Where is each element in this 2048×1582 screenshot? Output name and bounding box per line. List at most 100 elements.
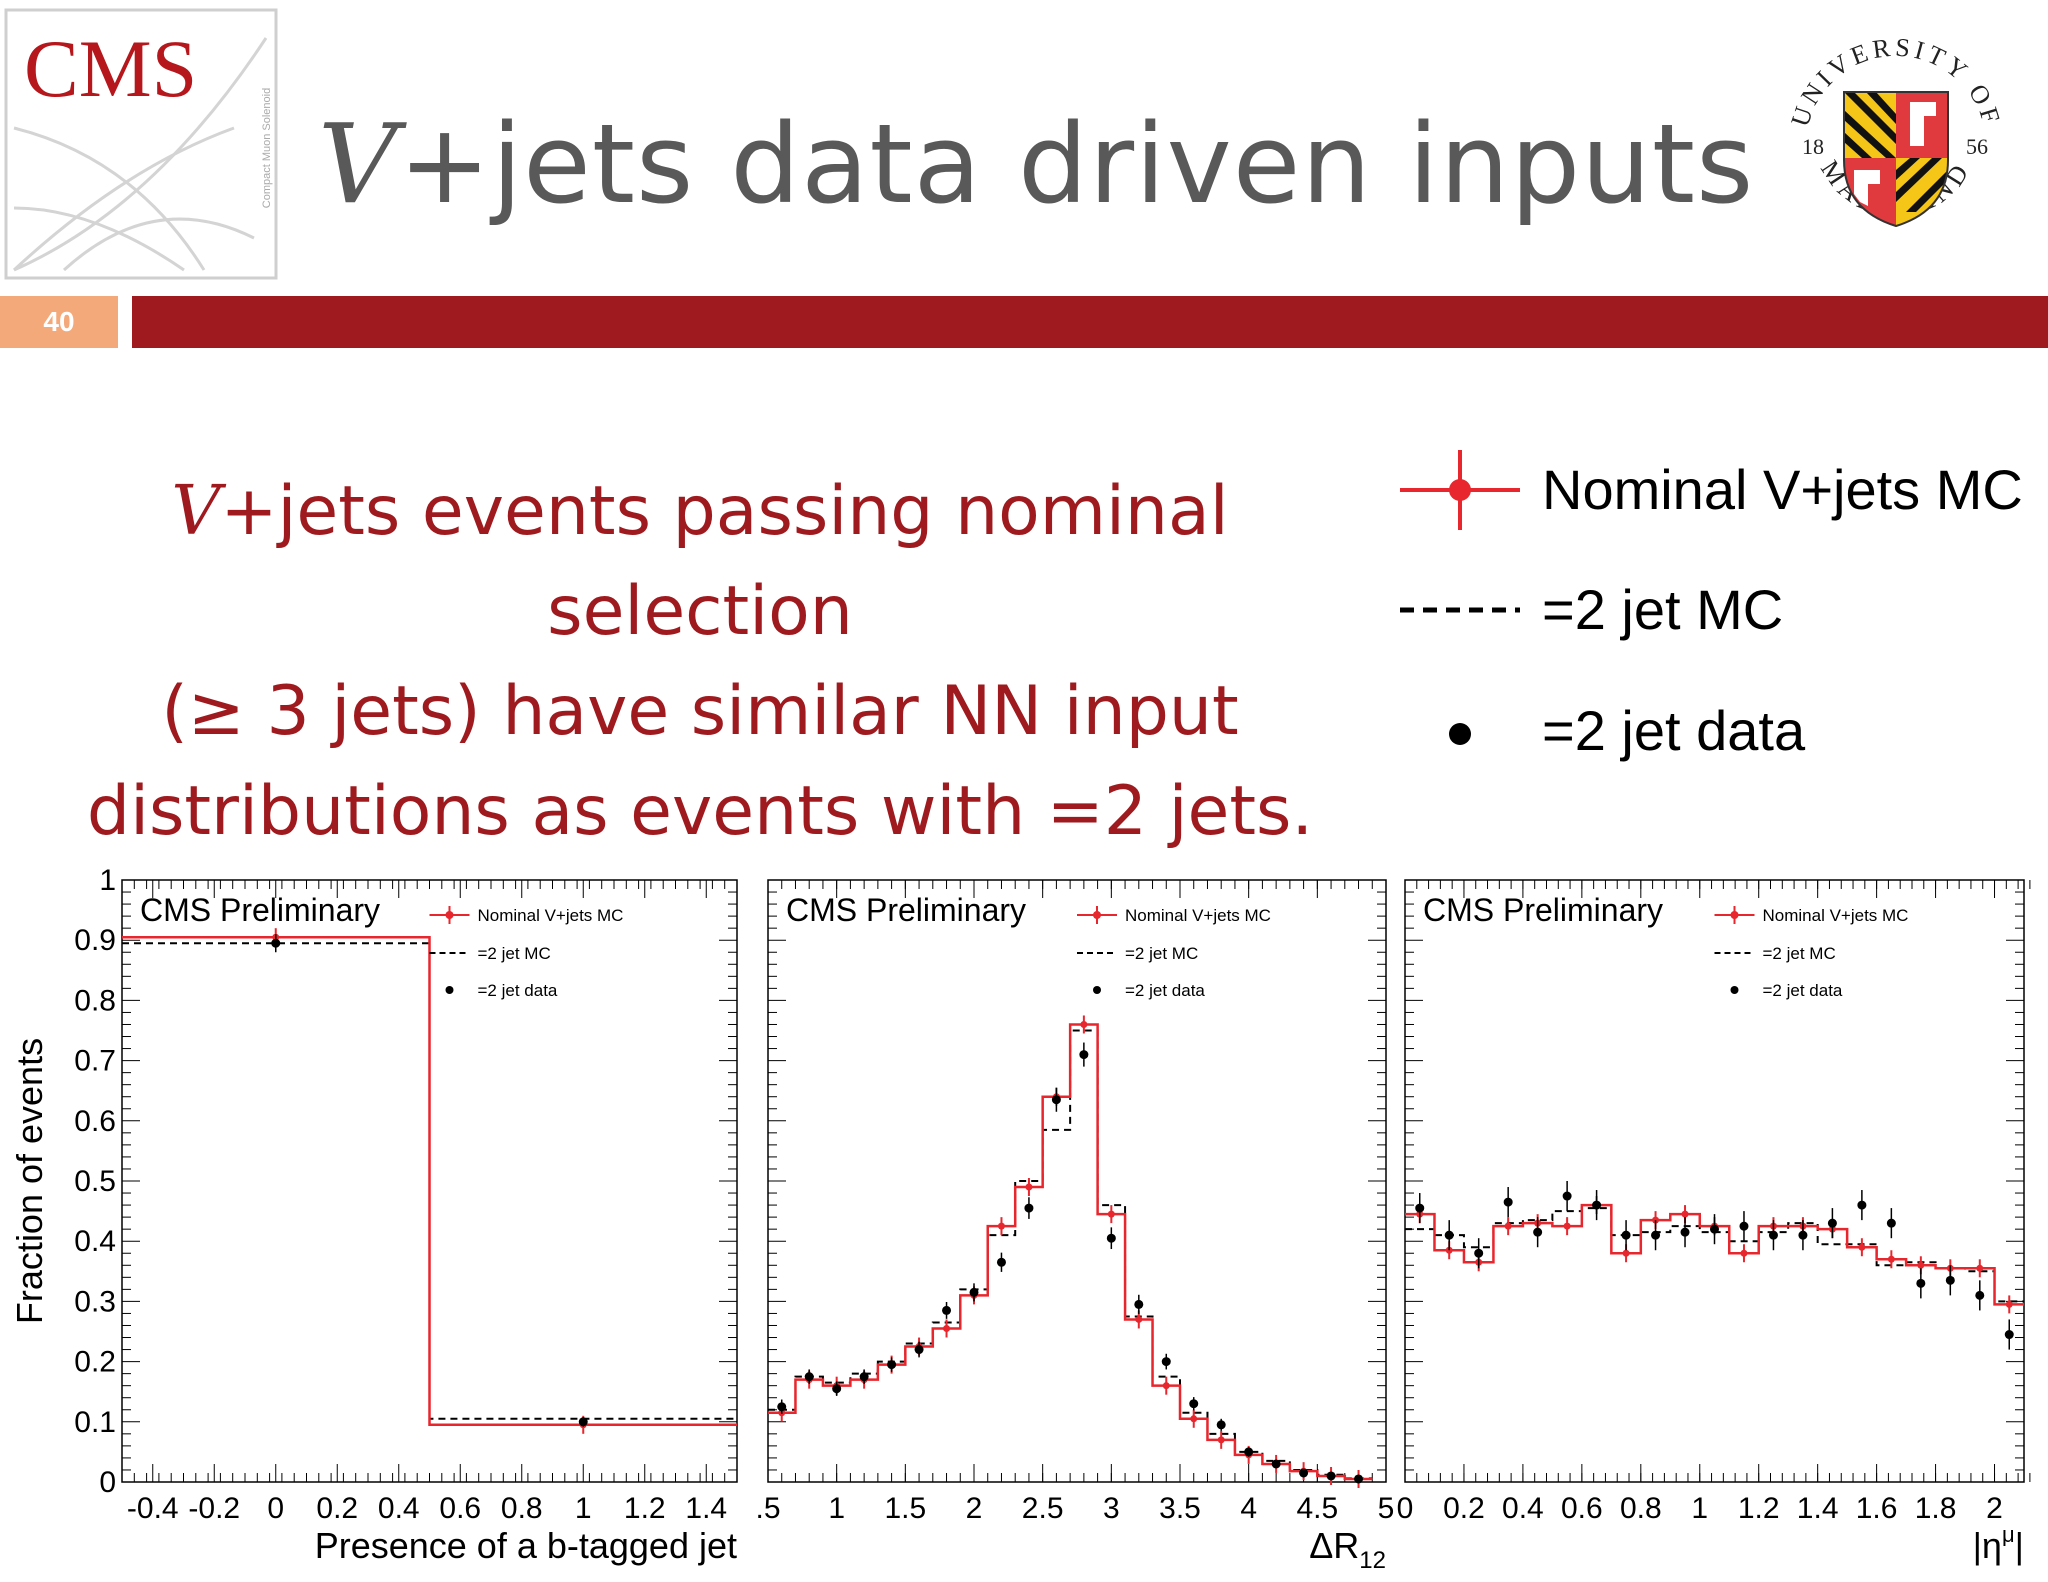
data-point bbox=[2004, 1330, 2014, 1340]
legend-nominal-label: Nominal V+jets MC bbox=[1125, 906, 1271, 925]
big-legend-nominal: Nominal V+jets MC bbox=[1542, 458, 2023, 521]
x-axis-label-sub: 12 bbox=[1359, 1547, 1386, 1574]
data-point bbox=[1975, 1290, 1985, 1300]
maryland-flag-shield-icon bbox=[1843, 91, 1949, 228]
x-tick-label: 1.4 bbox=[1797, 1492, 1839, 1525]
nominal-point bbox=[1080, 1020, 1088, 1028]
x-axis-label-sup: μ bbox=[2002, 1522, 2015, 1547]
big-legend-nominal-marker bbox=[1400, 450, 1520, 530]
data-point bbox=[1326, 1471, 1336, 1481]
data-point bbox=[1945, 1275, 1955, 1285]
nominal-point bbox=[997, 1222, 1005, 1230]
plot-frame bbox=[1404, 879, 2025, 1483]
x-tick-label: 5 bbox=[1378, 1492, 1395, 1525]
nominal-histogram bbox=[768, 1023, 1373, 1481]
x-tick-label: 0.4 bbox=[1502, 1492, 1544, 1525]
x-tick-label: 1 bbox=[828, 1492, 845, 1525]
chart-panels: 00.10.20.30.40.50.60.70.80.91-0.4 -0.2 0 0.… bbox=[9, 864, 2031, 1574]
nominal-point bbox=[1976, 1264, 1984, 1272]
data-point bbox=[578, 1417, 588, 1427]
x-tick-label: 0.2 bbox=[1443, 1492, 1485, 1525]
data-point bbox=[1533, 1227, 1543, 1237]
data-point bbox=[1886, 1218, 1896, 1228]
x-tick-label: 1.5 bbox=[884, 1492, 926, 1525]
data-point bbox=[1106, 1233, 1116, 1243]
data-point bbox=[1621, 1230, 1631, 1240]
x-tick-label: 0.8 bbox=[1620, 1492, 1662, 1525]
data-point bbox=[942, 1305, 952, 1315]
data-point bbox=[1503, 1197, 1513, 1207]
legend-data-point bbox=[1730, 986, 1739, 994]
data-point bbox=[887, 1360, 897, 1370]
data-point bbox=[1299, 1468, 1309, 1478]
cms-preliminary-label: CMS Preliminary bbox=[1423, 892, 1663, 928]
summary-line-2: (≥ 3 jets) have similar NN input bbox=[161, 672, 1239, 751]
summary-v: V bbox=[171, 472, 221, 551]
x-tick-label: 0.2 bbox=[316, 1492, 358, 1525]
x-tick-label: 0.6 bbox=[439, 1492, 481, 1525]
x-tick-label: -0.4 bbox=[127, 1492, 179, 1525]
x-tick-label: 4 bbox=[1240, 1492, 1257, 1525]
x-tick-label: 1 bbox=[1691, 1492, 1708, 1525]
data-point bbox=[1710, 1224, 1719, 1234]
page-title-v: V bbox=[318, 100, 399, 228]
y-axis-label: Fraction of events bbox=[9, 1038, 50, 1324]
mc2-histogram bbox=[1405, 1207, 2024, 1303]
x-tick-label: 1 bbox=[575, 1492, 592, 1525]
nominal-point bbox=[1504, 1222, 1512, 1230]
nominal-point bbox=[1025, 1183, 1033, 1191]
x-axis-label-main: |η bbox=[1973, 1525, 2002, 1566]
y-tick-label: 0.2 bbox=[74, 1346, 116, 1379]
data-point bbox=[1415, 1203, 1425, 1213]
x-tick-label: 2 bbox=[1986, 1492, 2003, 1525]
x-tick-label: .5 bbox=[755, 1492, 780, 1525]
data-point bbox=[1079, 1050, 1089, 1060]
x-tick-label: 0.8 bbox=[501, 1492, 543, 1525]
x-tick-label: 0 bbox=[1397, 1492, 1414, 1525]
page-title-rest: +jets data driven inputs bbox=[398, 100, 1755, 228]
data-point bbox=[1798, 1230, 1808, 1240]
nominal-point bbox=[1681, 1210, 1689, 1218]
data-point bbox=[1562, 1191, 1572, 1201]
nominal-point bbox=[1740, 1249, 1748, 1257]
data-point bbox=[996, 1257, 1006, 1267]
legend-data-point bbox=[445, 986, 454, 994]
data-point bbox=[1827, 1218, 1837, 1228]
data-point bbox=[1680, 1227, 1690, 1237]
y-tick-label: 0.9 bbox=[74, 924, 116, 957]
legend-mc2-label: =2 jet MC bbox=[1763, 944, 1836, 963]
cms-preliminary-label: CMS Preliminary bbox=[786, 892, 1026, 928]
data-point bbox=[1444, 1230, 1454, 1240]
seal-year-right: 56 bbox=[1966, 134, 1988, 159]
slide-number: 40 bbox=[43, 306, 75, 337]
chart-delta-r: .5 1 1.5 2 2.5 3 3.5 4 4.5 5 CMS Preliminary Nomina… bbox=[755, 879, 1395, 1574]
x-tick-label: 1.2 bbox=[1738, 1492, 1780, 1525]
data-point bbox=[1244, 1447, 1254, 1457]
x-tick-label: 4.5 bbox=[1296, 1492, 1338, 1525]
big-legend-data: =2 jet data bbox=[1542, 699, 1806, 762]
data-point bbox=[1051, 1095, 1061, 1105]
legend-mc2-label: =2 jet MC bbox=[478, 944, 551, 963]
x-axis-label-end: | bbox=[2015, 1525, 2024, 1566]
summary-line-1-rest: +jets events passing nominal selection bbox=[220, 472, 1229, 651]
title-bar bbox=[132, 296, 2048, 348]
legend-nominal-label: Nominal V+jets MC bbox=[1763, 906, 1909, 925]
y-tick-label: 0.4 bbox=[74, 1225, 116, 1258]
data-point bbox=[1768, 1230, 1778, 1240]
data-point bbox=[1354, 1474, 1364, 1484]
nominal-point bbox=[1887, 1255, 1895, 1263]
slide-number-box bbox=[0, 296, 118, 348]
data-point bbox=[1271, 1459, 1281, 1469]
nominal-point bbox=[1107, 1210, 1115, 1218]
data-point bbox=[271, 938, 281, 948]
data-point bbox=[1651, 1230, 1661, 1240]
nominal-point bbox=[1622, 1249, 1630, 1257]
nominal-point bbox=[2005, 1300, 2013, 1308]
x-tick-label: 0 bbox=[267, 1492, 284, 1525]
y-tick-label: 0.8 bbox=[74, 984, 116, 1017]
x-axis-label-main: ΔR bbox=[1309, 1525, 1359, 1566]
chart-b-tag: 0 0.1 0.2 0.3 0.4 0.5 0.6 0.7 0.8 0.9 1 -0.4 -0.2 0 0.… bbox=[9, 864, 738, 1566]
legend-mc2-label: =2 jet MC bbox=[1125, 944, 1198, 963]
x-tick-label: 0.4 bbox=[378, 1492, 420, 1525]
cms-logo: CMS Compact Muon Solenoid bbox=[4, 8, 278, 280]
